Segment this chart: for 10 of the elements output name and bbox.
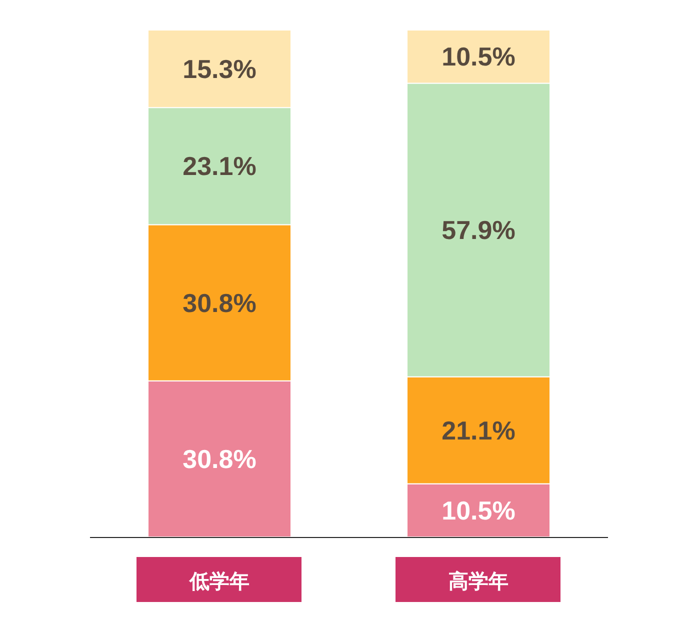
data-label: 15.3% [182,54,256,84]
data-label: 10.5% [442,495,516,526]
data-label: 10.5% [442,42,516,72]
data-label: 23.1% [182,151,256,182]
data-label: 30.8% [182,288,256,318]
x-tick-label: 高学年 [448,570,508,593]
data-label: 21.1% [442,415,516,446]
x-tick-label: 低学年 [188,571,250,593]
data-label: 57.9% [442,215,516,246]
data-label: 30.8% [182,444,256,474]
